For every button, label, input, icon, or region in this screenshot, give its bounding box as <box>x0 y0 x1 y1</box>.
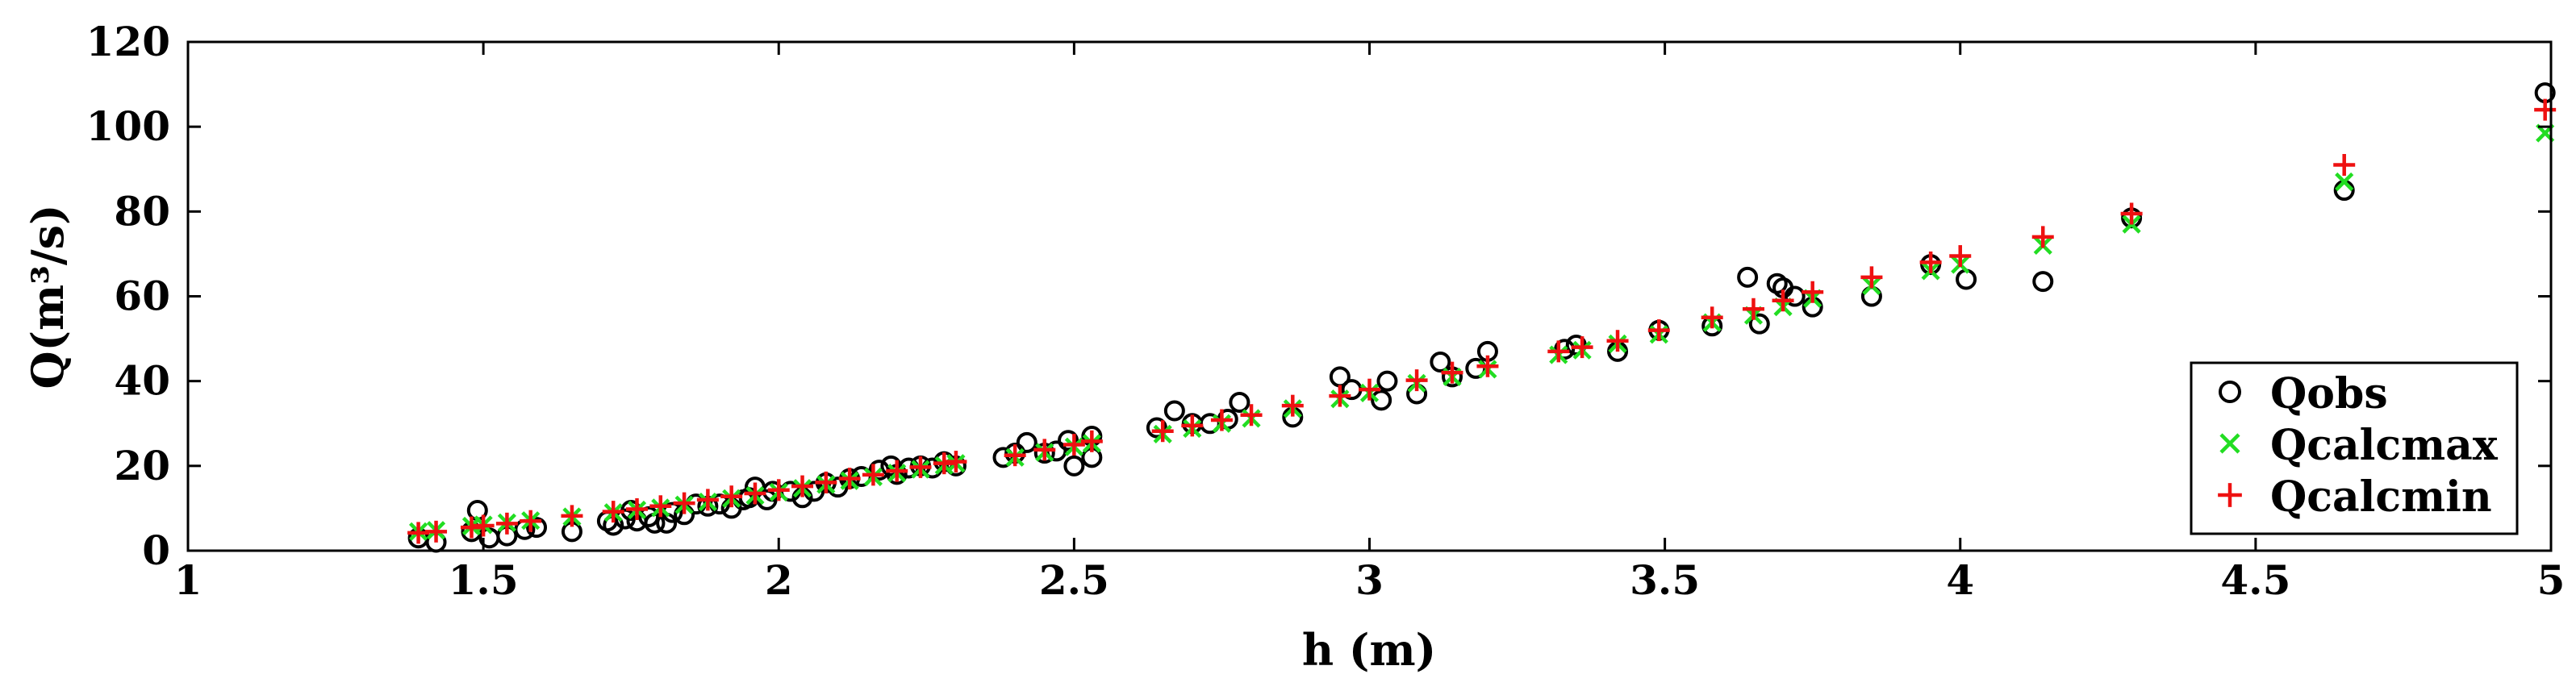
data-point-qcalcmin <box>767 479 790 501</box>
data-point-qcalcmin <box>744 482 766 505</box>
data-point-qcalcmin <box>886 460 908 482</box>
data-point-qcalcmin <box>1151 420 1174 443</box>
data-point-qcalcmin <box>649 495 672 518</box>
data-point-qobs <box>1430 352 1451 373</box>
data-point-qcalcmin <box>909 456 932 478</box>
data-point-qcalcmin <box>1476 355 1499 377</box>
data-point-qobs <box>1146 417 1167 439</box>
data-point-qcalcmin <box>1772 289 1794 312</box>
legend-marker-qcalcmin <box>2218 483 2242 507</box>
x-tick-label: 3.5 <box>1630 556 1700 604</box>
data-point-qobs <box>1058 430 1079 452</box>
data-point-qcalcmin <box>1949 245 1972 268</box>
data-point-qcalcmin <box>945 451 967 473</box>
y-tick-label: 20 <box>114 442 170 489</box>
x-tick-label: 2 <box>765 556 793 604</box>
data-point-qcalcmin <box>1181 414 1204 437</box>
data-point-qcalcmin <box>1004 444 1026 467</box>
data-point-qcalcmin <box>1240 404 1263 427</box>
data-point-qcalcmin <box>815 471 837 493</box>
data-point-qcalcmin <box>2534 98 2557 121</box>
data-point-qcalcmin <box>1329 385 1351 407</box>
data-point-qcalcmin <box>2333 153 2356 176</box>
data-point-qcalcmin <box>561 505 583 527</box>
data-point-qcalcmin <box>2120 202 2143 225</box>
data-point-qcalcmin <box>1860 266 1883 289</box>
data-point-qcalcmin <box>1441 361 1463 384</box>
y-axis: 0 20 40 60 80 100 120 <box>86 18 2551 574</box>
data-point-qcalcmin <box>1919 251 1942 273</box>
data-point-qcalcmin <box>1210 409 1233 431</box>
data-point-qobs <box>638 506 660 527</box>
x-tick-label: 4.5 <box>2220 556 2290 604</box>
x-axis-label: h (m) <box>1302 624 1436 676</box>
data-point-qcalcmin <box>1701 306 1723 329</box>
data-point-qcalcmin <box>1647 319 1670 342</box>
data-point-qcalcmin <box>1033 439 1056 461</box>
data-point-qobs <box>1748 313 1770 335</box>
y-tick-label: 0 <box>142 526 170 574</box>
y-tick-label: 120 <box>86 18 170 65</box>
data-point-qcalcmin <box>1802 281 1824 303</box>
data-point-qcalcmin <box>472 514 495 537</box>
x-tick-label: 1 <box>174 556 202 604</box>
legend-label-qcalcmax: Qcalcmax <box>2270 421 2499 470</box>
x-axis: 1 1.5 2 2.5 3 3.5 4 4.5 5 <box>174 42 2566 604</box>
data-point-qcalcmin <box>673 492 695 514</box>
data-point-qobs <box>992 447 1014 468</box>
data-point-qcalcmin <box>520 510 542 532</box>
data-point-qcalcmin <box>838 468 861 490</box>
legend-label-qcalcmin: Qcalcmin <box>2270 472 2492 522</box>
data-point-qcalcmin <box>602 501 624 523</box>
data-point-qcalcmin <box>425 520 448 543</box>
legend-box <box>2190 361 2519 535</box>
data-point-qcalcmin <box>1742 298 1764 320</box>
data-point-qcalcmin <box>720 485 743 508</box>
data-point-qcalcmin <box>1606 330 1629 352</box>
data-point-qobs <box>1737 266 1759 288</box>
data-point-qcalcmin <box>862 464 884 486</box>
data-point-qobs <box>1016 431 1037 453</box>
data-point-qcalcmin <box>1571 336 1593 359</box>
data-point-qcalcmin <box>1063 434 1085 456</box>
data-point-qcalcmin <box>1080 430 1103 452</box>
data-point-qobs <box>1063 455 1085 477</box>
y-tick-label: 60 <box>114 273 170 320</box>
data-point-qcalcmin <box>1547 340 1570 363</box>
data-point-qcalcmin <box>791 475 814 497</box>
data-point-qcalcmin <box>1359 378 1380 401</box>
y-tick-label: 80 <box>114 187 170 235</box>
data-point-qcalcmin <box>495 512 518 535</box>
data-point-qobs <box>2032 271 2054 293</box>
data-point-qcalcmin <box>626 497 649 520</box>
x-tick-label: 3 <box>1355 556 1384 604</box>
data-point-qobs <box>1163 400 1185 422</box>
data-point-qcalcmin <box>696 489 719 511</box>
data-point-qobs <box>1784 285 1806 307</box>
x-tick-label: 5 <box>2537 556 2566 604</box>
data-point-qobs <box>1229 391 1250 413</box>
data-point-qobs <box>1371 389 1392 411</box>
y-axis-label: Q(m³/s) <box>22 204 73 389</box>
data-point-qcalcmin <box>2031 226 2054 248</box>
y-tick-label: 40 <box>114 357 170 405</box>
series-qcalcmin <box>407 98 2557 544</box>
legend-marker-qobs <box>2219 381 2241 403</box>
x-tick-label: 2.5 <box>1039 556 1109 604</box>
data-point-qobs <box>1956 268 1977 290</box>
data-point-qcalcmin <box>1281 394 1304 417</box>
data-markers <box>407 82 2557 553</box>
y-tick-label: 100 <box>86 102 170 150</box>
data-point-qobs <box>1376 370 1398 392</box>
x-tick-label: 4 <box>1946 556 1974 604</box>
data-point-qcalcmax <box>2335 172 2354 192</box>
legend-label-qobs: Qobs <box>2270 369 2388 418</box>
legend-marker-qcalcmax <box>2219 433 2240 454</box>
x-tick-label: 1.5 <box>449 556 519 604</box>
data-point-qobs <box>526 517 548 539</box>
data-point-qcalcmin <box>1405 369 1428 392</box>
